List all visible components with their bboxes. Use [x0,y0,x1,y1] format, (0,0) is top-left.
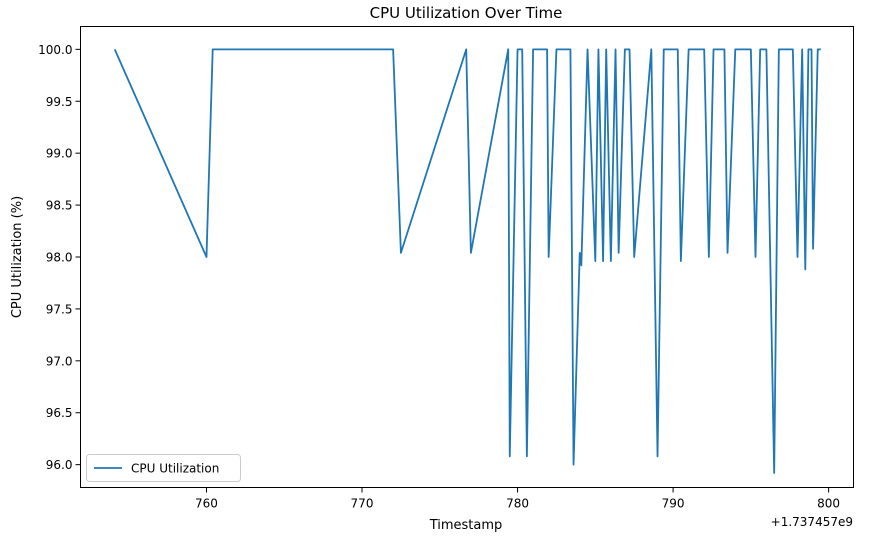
legend-label: CPU Utilization [131,462,219,476]
y-tick-label: 96.0 [46,458,73,472]
y-tick-label: 98.5 [46,199,73,213]
x-tick-label: 770 [351,497,374,511]
x-tick-label: 760 [195,497,218,511]
y-tick-label: 97.5 [46,302,73,316]
series-layer [113,48,821,474]
x-tick-label: 800 [817,497,840,511]
y-tick-label: 96.5 [46,406,73,420]
y-axis-ticks: 96.0 96.5 97.0 97.5 98.0 98.5 99.0 99.5 100.0 [38,43,81,472]
x-tick-label: 790 [662,497,685,511]
y-tick-label: 97.0 [46,354,73,368]
chart-title: CPU Utilization Over Time [370,4,563,22]
x-axis-label: Timestamp [429,518,503,533]
series-line [113,48,821,474]
y-tick-label: 100.0 [38,43,72,57]
y-axis-label: CPU Utilization (%) [10,196,25,318]
y-tick-label: 99.0 [46,147,73,161]
y-tick-label: 99.5 [46,95,73,109]
x-axis-ticks: 760 770 780 790 800 [195,487,840,511]
x-tick-label: 780 [506,497,529,511]
legend-box [86,454,241,482]
x-axis-offset-label: +1.737457e9 [771,515,853,529]
plot-frame [80,26,854,488]
legend: CPU Utilization [86,454,241,482]
y-tick-label: 98.0 [46,251,73,265]
